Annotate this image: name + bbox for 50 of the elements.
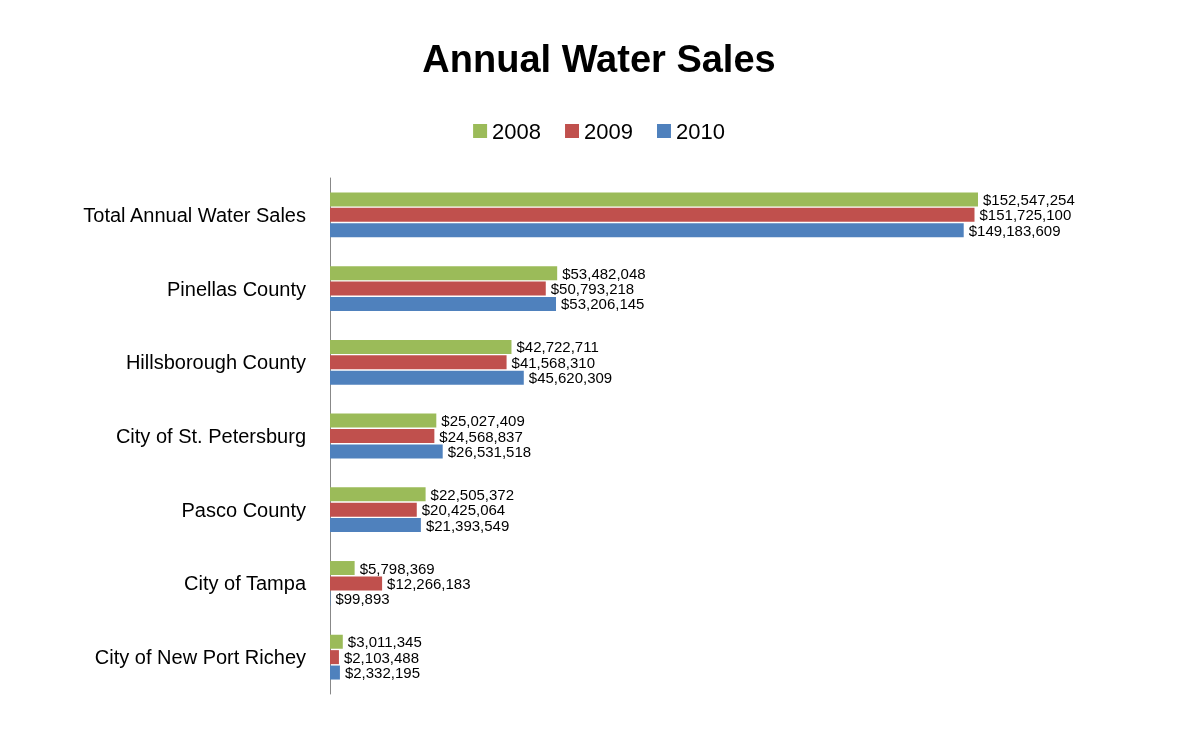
data-label: $21,393,549	[425, 516, 510, 534]
bar	[330, 355, 507, 370]
bar	[330, 192, 978, 207]
bar	[330, 634, 343, 649]
bar	[330, 223, 964, 238]
bar	[330, 502, 417, 517]
y-tick-label: City of Tampa	[184, 572, 307, 595]
data-label: $53,482,048	[562, 264, 646, 282]
bar	[330, 281, 546, 296]
y-tick-label: Total Annual Water Sales	[83, 203, 306, 226]
legend-label: 2008	[492, 118, 542, 144]
chart-title: Annual Water Sales	[422, 38, 776, 80]
data-label: $2,103,488	[343, 648, 420, 666]
data-label: $53,206,145	[561, 295, 645, 313]
data-label: $151,725,100	[979, 206, 1072, 224]
data-label: $24,568,837	[439, 427, 523, 445]
data-label: $22,505,372	[430, 485, 515, 503]
data-label: $25,027,409	[441, 412, 525, 430]
bar	[330, 518, 421, 533]
bar	[330, 207, 975, 222]
y-tick-label: City of New Port Richey	[94, 646, 306, 669]
y-tick-label: Hillsborough County	[125, 351, 306, 374]
bar	[330, 576, 383, 591]
bar	[330, 429, 435, 443]
y-tick-label: Pinellas County	[167, 277, 306, 300]
data-label: $2,332,195	[344, 664, 420, 682]
y-tick-label: Pasco County	[181, 498, 306, 521]
data-label: $3,011,345	[347, 633, 422, 651]
bar	[330, 370, 524, 385]
data-label: $152,547,254	[983, 190, 1075, 208]
data-label: $20,425,064	[421, 501, 506, 519]
data-label: $42,722,711	[516, 338, 599, 356]
legend-label: 2009	[584, 118, 633, 144]
bar	[330, 665, 340, 680]
bar	[330, 266, 558, 281]
bar	[330, 296, 557, 311]
bar	[330, 650, 339, 665]
bar	[330, 487, 426, 502]
bar	[330, 444, 443, 459]
legend-label: 2010	[675, 118, 725, 144]
bar	[330, 339, 512, 354]
bar	[330, 561, 355, 576]
data-label: $41,568,310	[511, 353, 595, 371]
data-label: $45,620,309	[528, 369, 613, 387]
data-label: $149,183,609	[968, 221, 1061, 239]
y-tick-label: City of St. Petersburg	[115, 425, 306, 447]
bar	[330, 413, 437, 428]
data-label: $5,798,369	[359, 559, 435, 577]
data-label: $50,793,218	[550, 280, 635, 298]
data-label: $99,893	[335, 590, 390, 608]
